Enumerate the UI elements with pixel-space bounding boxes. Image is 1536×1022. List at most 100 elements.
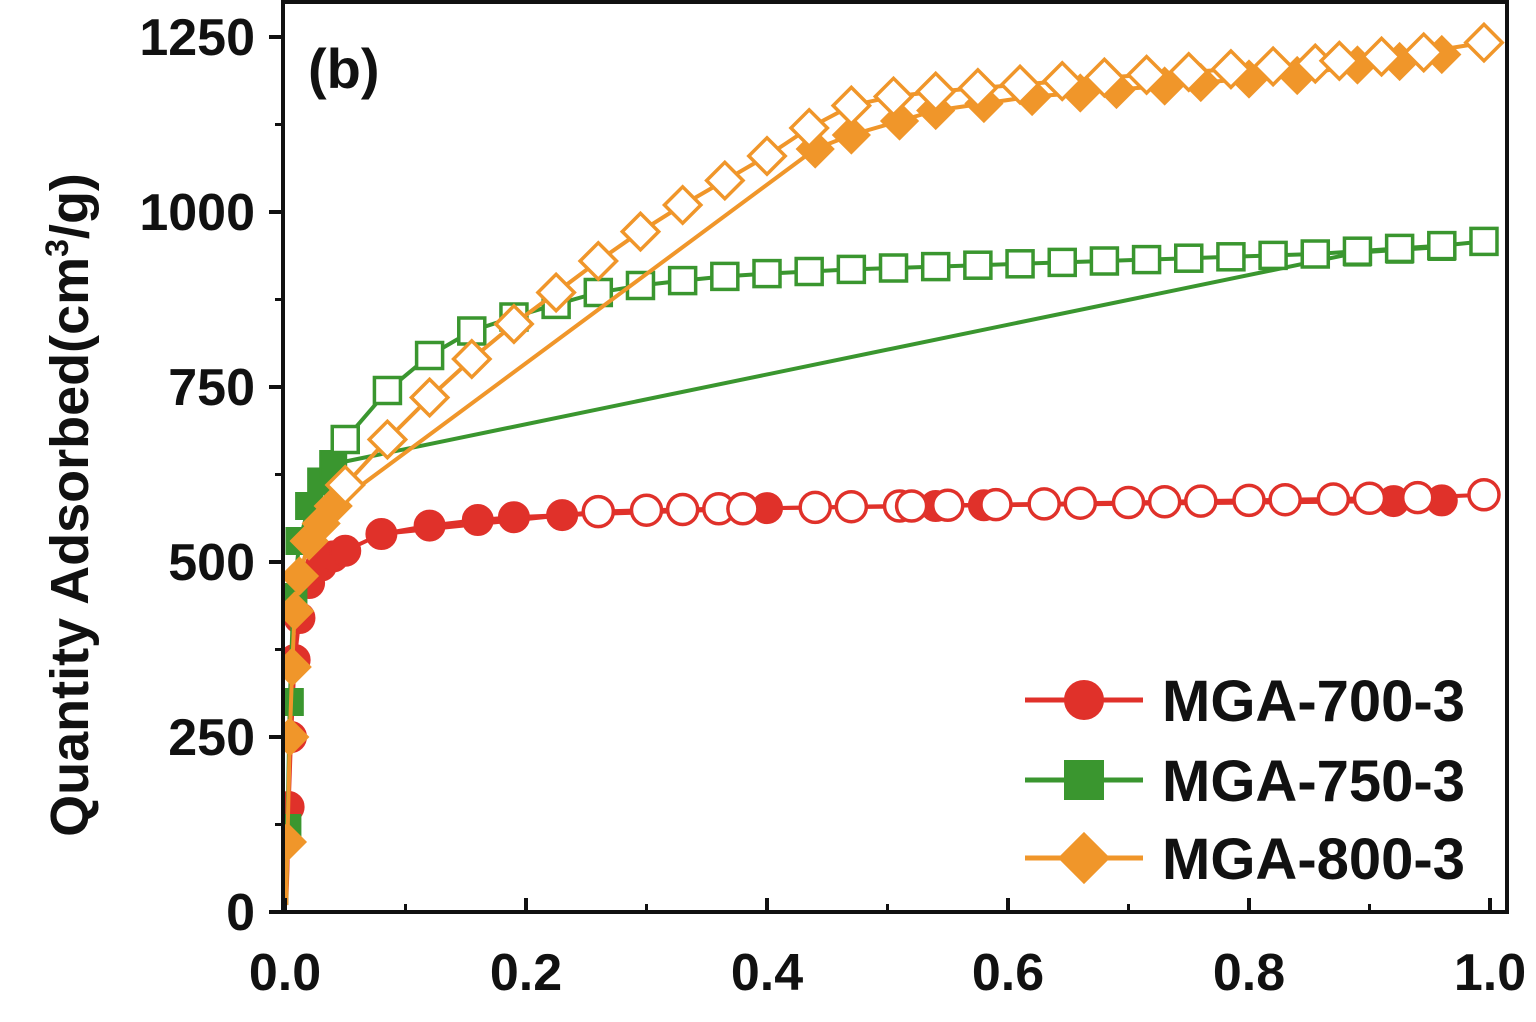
- adsorption-point: [461, 504, 494, 536]
- desorption-point: [629, 493, 664, 527]
- desorption-point: [999, 63, 1041, 106]
- desorption-point: [704, 159, 746, 202]
- desorption-point: [1268, 482, 1302, 517]
- desorption-point: [963, 250, 993, 280]
- legend-marker: [1064, 680, 1104, 720]
- desorption-point: [1342, 236, 1373, 266]
- adsorption-point: [497, 501, 530, 534]
- desorption-point: [1210, 48, 1252, 90]
- desorption-point: [1027, 487, 1061, 521]
- desorption-point: [665, 492, 700, 527]
- desorption-point: [1184, 484, 1218, 518]
- x-tick-label: 1.0: [1454, 944, 1526, 1002]
- desorption-point: [1216, 242, 1246, 272]
- y-tick-label: 0: [226, 884, 255, 942]
- desorption-point: [1168, 51, 1210, 93]
- desorption-point: [1300, 239, 1331, 269]
- x-tick-label: 0.4: [731, 944, 803, 1002]
- desorption-point: [878, 253, 909, 283]
- panel-label: (b): [308, 37, 380, 100]
- adsorption-point: [283, 556, 320, 596]
- adsorption-point: [283, 717, 310, 757]
- desorption-point: [1258, 240, 1288, 271]
- desorption-point: [1005, 249, 1035, 279]
- y-axis-title-sup: 3: [39, 239, 75, 257]
- adsorption-point: [795, 129, 835, 169]
- desorption-point: [1147, 485, 1182, 519]
- legend: MGA-700-3 MGA-750-3 MGA-800-3: [1025, 669, 1465, 892]
- desorption-point: [493, 303, 535, 345]
- y-tick-label: 750: [168, 359, 255, 417]
- desorption-point: [1384, 233, 1415, 264]
- desorption-point: [1469, 226, 1499, 257]
- desorption-point: [324, 464, 366, 506]
- desorption-point: [979, 487, 1013, 522]
- x-tick-label: 0.6: [972, 944, 1044, 1002]
- adsorption-point: [283, 647, 312, 687]
- desorption-point: [1403, 31, 1445, 74]
- desorption-point: [794, 256, 824, 287]
- desorption-point: [535, 271, 577, 314]
- adsorption-point: [546, 499, 579, 532]
- desorption-point: [830, 84, 873, 127]
- y-axis-title: Quantity Adsorbed(cm3/g): [39, 173, 100, 837]
- desorption-point: [920, 251, 951, 282]
- desorption-point: [1318, 40, 1361, 82]
- adsorption-point: [365, 518, 398, 550]
- ticks-layer: 0.0 0.2 0.4 0.6 0.8 1.0 0 250 500 750 1000 1250: [139, 9, 1526, 1002]
- y-axis-title-tail: /g): [40, 173, 100, 239]
- desorption-point: [330, 424, 360, 455]
- desorption-point: [619, 210, 662, 253]
- desorption-point: [414, 340, 445, 371]
- desorption-point: [1467, 478, 1501, 512]
- desorption-point: [1131, 244, 1162, 275]
- desorption-point: [667, 265, 698, 296]
- x-tick-label: 0.8: [1213, 944, 1285, 1002]
- desorption-point: [752, 258, 782, 289]
- x-tick-label: 0.2: [490, 944, 562, 1002]
- desorption-point: [1089, 246, 1120, 276]
- desorption-point: [894, 489, 929, 523]
- y-axis-title-main: Quantity Adsorbed(cm: [40, 257, 100, 837]
- adsorption-point: [329, 534, 362, 567]
- desorption-point: [710, 261, 740, 292]
- desorption-point: [931, 488, 965, 523]
- desorption-point: [746, 135, 788, 177]
- desorption-point: [1083, 56, 1126, 99]
- y-tick-label: 250: [168, 709, 255, 767]
- desorption-point: [1232, 483, 1266, 518]
- desorption-point: [1427, 230, 1457, 261]
- desorption-point: [836, 254, 867, 285]
- desorption-point: [1174, 243, 1204, 273]
- desorption-point: [581, 494, 616, 529]
- desorption-point: [1047, 247, 1077, 278]
- adsorption-point: [413, 509, 446, 542]
- desorption-point: [1316, 482, 1351, 516]
- desorption-point: [661, 184, 704, 226]
- y-tick-label: 1250: [139, 9, 255, 67]
- desorption-point: [1125, 54, 1168, 96]
- desorption-point: [1463, 21, 1505, 64]
- desorption-point: [1352, 481, 1387, 516]
- plot-frame: [281, 0, 1509, 914]
- desorption-point: [957, 67, 999, 109]
- series-MGA-800-3: [283, 21, 1505, 906]
- x-tick-label: 0.0: [249, 944, 321, 1002]
- desorption-point: [577, 240, 619, 282]
- desorption-point: [726, 492, 760, 526]
- y-tick-label: 500: [168, 534, 255, 592]
- desorption-point: [1252, 45, 1294, 88]
- desorption-point: [451, 338, 493, 380]
- series-layer: [283, 21, 1505, 906]
- legend-marker: [1057, 831, 1111, 885]
- desorption-point: [1063, 486, 1098, 520]
- desorption-point: [834, 489, 869, 524]
- desorption-point: [1360, 35, 1403, 78]
- desorption-point: [408, 376, 451, 419]
- adsorption-point: [283, 822, 308, 862]
- adsorption-point: [879, 101, 920, 141]
- desorption-point: [788, 107, 830, 149]
- adsorption-point: [283, 591, 315, 631]
- legend-label: MGA-700-3: [1162, 669, 1465, 734]
